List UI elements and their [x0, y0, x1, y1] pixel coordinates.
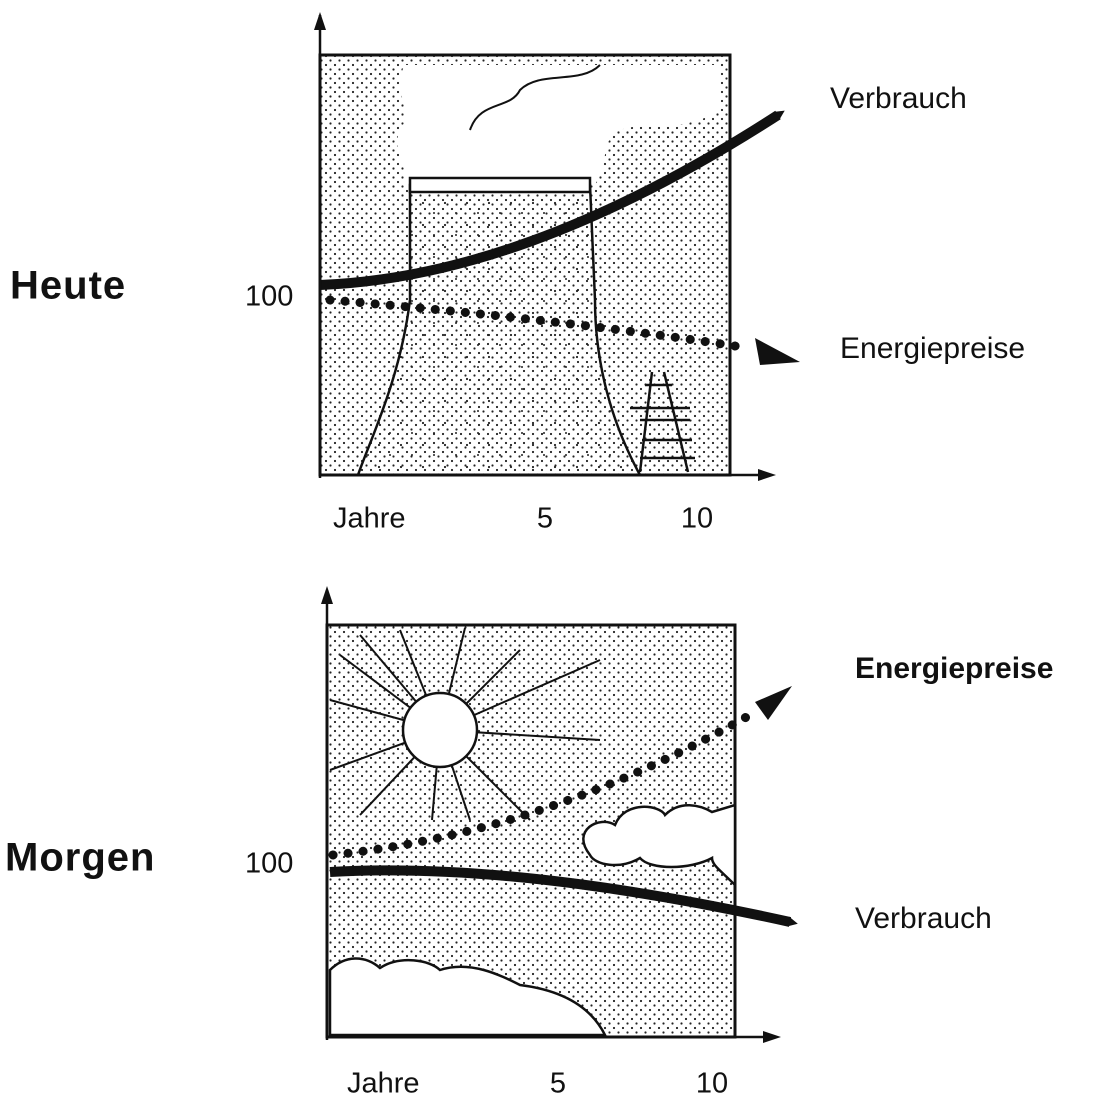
- x-label: Jahre: [347, 1068, 420, 1100]
- curve-energiepreise: [328, 710, 755, 860]
- tower-rim: [408, 176, 592, 194]
- x-arrow: [758, 469, 776, 481]
- x-arrow: [763, 1031, 781, 1043]
- panel-bottom: Morgen 100 Jahre 5 10 Energiepreise Verb…: [5, 586, 1053, 1100]
- curve-verbrauch: [329, 865, 798, 927]
- y-arrow: [314, 12, 326, 30]
- arrowhead: [755, 686, 792, 720]
- x-tick-label: 10: [681, 503, 713, 535]
- curve-label: Verbrauch: [830, 82, 967, 115]
- x-label: Jahre: [333, 503, 406, 535]
- panel-label: Heute: [10, 264, 126, 308]
- cloud: [582, 803, 737, 889]
- x-tick-label: 5: [550, 1068, 566, 1100]
- pylon: [630, 371, 695, 473]
- curve-label: Energiepreise: [855, 652, 1053, 685]
- x-tick-label: 5: [537, 503, 553, 535]
- cloud-bottom: [328, 957, 608, 1037]
- y-arrow: [321, 586, 333, 604]
- curve-label: Verbrauch: [855, 902, 992, 935]
- y-tick-label: 100: [245, 281, 293, 313]
- panel-label: Morgen: [5, 836, 155, 880]
- curve-label: Energiepreise: [840, 332, 1025, 365]
- panel-top: Heute 100 Jahre 5 10 Verbrauch Energiepr…: [10, 12, 1025, 535]
- curve-energiepreise: [325, 295, 753, 353]
- curve-verbrauch: [319, 110, 785, 290]
- x-tick-label: 10: [696, 1068, 728, 1100]
- cloud-outline: [469, 64, 601, 131]
- sun: [401, 691, 479, 769]
- smoke-cloud: [397, 65, 720, 185]
- y-tick-label: 100: [245, 848, 293, 880]
- arrowhead: [755, 338, 800, 365]
